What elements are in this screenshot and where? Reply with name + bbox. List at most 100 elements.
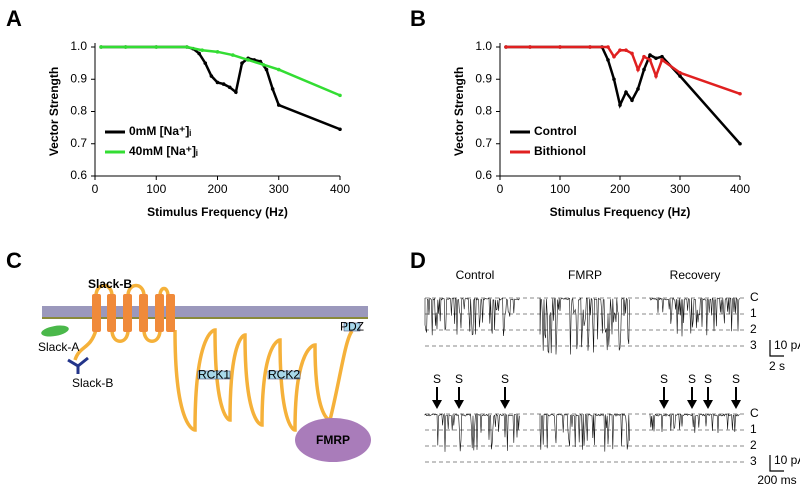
slack-a-terminus (41, 325, 69, 337)
isoform-label: Slack-A (38, 340, 79, 354)
y-tick-label: 0.8 (70, 104, 87, 118)
domain-label: RCK2 (268, 368, 300, 382)
data-point (654, 56, 658, 61)
data-point (648, 58, 652, 62)
legend-label: Bithionol (534, 144, 586, 158)
x-tick-label: 100 (146, 182, 166, 196)
scale-label: 10 pA (774, 338, 800, 352)
data-point (630, 98, 634, 103)
data-point (338, 127, 342, 132)
domain-box (343, 322, 361, 332)
stimulus-label: S (660, 372, 668, 386)
isoform-label: Slack-B (72, 376, 113, 390)
domain-box (267, 370, 301, 380)
y-tick-label: 0.7 (475, 136, 492, 150)
n-terminus (73, 329, 98, 361)
data-point (648, 53, 652, 57)
scale-label: 200 ms (757, 473, 796, 487)
x-tick-label: 0 (497, 182, 504, 196)
series-line (506, 45, 741, 95)
scale-label: 10 pA (774, 453, 800, 467)
partner-label: FMRP (316, 433, 350, 447)
data-point (209, 74, 214, 78)
data-point (504, 45, 508, 49)
y-tick-label: 1.0 (475, 39, 492, 53)
data-point (240, 61, 244, 65)
arrow-head (500, 400, 510, 409)
domain-label: PDZ (340, 320, 364, 334)
panel-letter: B (410, 6, 426, 31)
domain-label: RCK1 (198, 368, 230, 382)
x-tick-label: 400 (730, 182, 750, 196)
data-point (203, 61, 208, 65)
data-point (636, 87, 640, 91)
current-trace (649, 412, 740, 434)
condition-label: Control (456, 268, 495, 282)
x-tick-label: 100 (550, 182, 570, 196)
data-point (642, 67, 646, 72)
scale-bar (769, 455, 784, 472)
transmembrane-segments (92, 294, 175, 332)
fmrp-protein (295, 418, 371, 462)
y-axis-label: Vector Strength (452, 67, 466, 156)
data-point (246, 58, 250, 62)
data-point (738, 91, 742, 96)
arrow-head (703, 400, 713, 409)
data-point (612, 54, 616, 59)
level-label: 2 (750, 322, 757, 336)
data-point (612, 77, 616, 82)
data-point (624, 90, 628, 94)
x-axis-label: Stimulus Frequency (Hz) (550, 205, 691, 219)
data-point (200, 48, 204, 53)
arrow-head (454, 400, 464, 409)
condition-label: Recovery (670, 268, 721, 282)
x-tick-label: 400 (330, 182, 350, 196)
data-point (618, 103, 622, 107)
y-tick-label: 0.9 (475, 71, 492, 85)
data-point (618, 48, 622, 53)
data-point (215, 80, 220, 85)
arrow-head (432, 400, 442, 409)
data-point (642, 54, 646, 59)
extracellular-loop (94, 283, 170, 297)
data-point (660, 54, 664, 59)
data-point (261, 62, 266, 67)
data-point (185, 45, 189, 49)
stimulus-label: S (732, 372, 740, 386)
y-tick-label: 0.6 (70, 168, 87, 182)
y-tick-label: 0.8 (475, 104, 492, 118)
channel-label: Slack-B (88, 277, 132, 291)
panel-letter: C (6, 248, 22, 273)
channel-diagram: Slack-B Slack-A Slack-B RCK1 RCK2 PDZ FM… (38, 277, 371, 462)
x-axis-label: Stimulus Frequency (Hz) (147, 205, 288, 219)
data-point (636, 67, 640, 72)
legend-label: Control (534, 124, 577, 138)
panel-letter: D (410, 248, 426, 273)
data-point (123, 45, 128, 49)
legend-label: 40mM [Na⁺]ᵢ (129, 144, 198, 158)
data-point (528, 45, 532, 49)
legend-label: 0mM [Na⁺]ᵢ (129, 124, 191, 138)
data-point (215, 50, 220, 54)
data-point (660, 58, 664, 62)
stimulus-label: S (433, 372, 441, 386)
y-tick-label: 0.7 (70, 136, 87, 150)
y-tick-label: 0.6 (475, 168, 492, 182)
data-point (99, 45, 103, 49)
level-label: C (750, 406, 759, 420)
data-point (276, 103, 281, 107)
x-tick-label: 300 (670, 182, 690, 196)
level-label: 3 (750, 338, 757, 352)
data-point (558, 45, 562, 49)
current-trace (539, 413, 630, 452)
protein-chain (173, 328, 354, 432)
scale-bar (769, 340, 784, 357)
data-point (154, 45, 159, 49)
data-point (624, 48, 628, 53)
current-trace (649, 297, 740, 337)
current-trace (424, 297, 520, 337)
stimulus-label: S (688, 372, 696, 386)
stimulus-label: S (455, 372, 463, 386)
y-tick-label: 0.9 (70, 71, 87, 85)
